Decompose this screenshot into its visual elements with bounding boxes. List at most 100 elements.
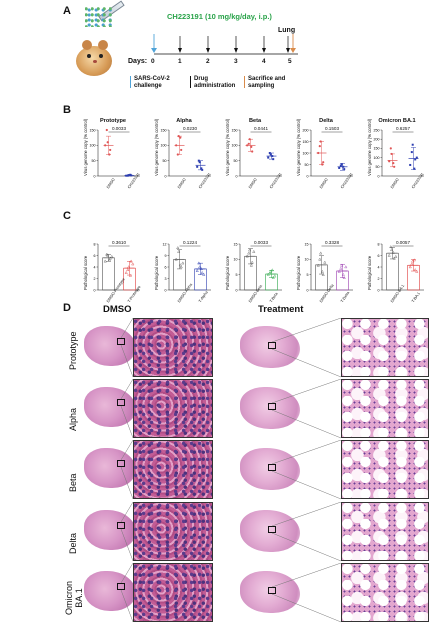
dmso-lung-section [84, 326, 136, 366]
lung-label: Lung [278, 27, 296, 34]
dmso-connector-top [120, 502, 134, 523]
y-tick-label: 6 [94, 254, 96, 258]
data-point [198, 161, 201, 164]
dmso-zoom-box [117, 583, 125, 590]
zoom-connectors [120, 502, 342, 562]
data-point [108, 153, 111, 156]
treatment-connector-top [271, 318, 342, 343]
data-point [103, 259, 107, 263]
treatment-connector-top [271, 379, 342, 404]
data-point [269, 153, 272, 156]
panel-b-plot-svg: 0 50 100 150 [161, 128, 211, 178]
dmso-zoom-box [117, 399, 125, 406]
panel-b-y-axis-label: Virus genome copy (% control) [225, 118, 230, 176]
treatment-connector-top [271, 502, 342, 527]
data-point [322, 161, 325, 164]
y-tick-label: 9 [165, 254, 167, 258]
data-point [340, 263, 344, 267]
data-point [319, 140, 322, 143]
data-point [127, 265, 131, 269]
treatment-lung-section [240, 510, 300, 552]
day-1: 1 [178, 58, 182, 65]
y-tick-label: 15 [305, 242, 309, 246]
data-point [107, 258, 111, 262]
data-point [339, 266, 343, 270]
data-point [196, 165, 199, 168]
panel-d-letter: D [63, 302, 71, 314]
data-point [128, 273, 132, 277]
panel-c-chart-0: 0 2 4 6 8 DMSO-Prototype T-Prototype 0.3610 Path… [82, 232, 144, 312]
dmso-connector-top [120, 379, 134, 400]
data-point [110, 254, 114, 258]
treatment-label: CH223191 (10 mg/kg/day, i.p.) [167, 12, 272, 21]
y-tick-label: 150 [303, 140, 309, 144]
y-tick-label: 5 [236, 273, 238, 277]
data-point [339, 164, 342, 167]
dmso-histology-zoom [133, 379, 213, 438]
panel-b-chart-4: Omicron BA.1 0 50 100 150 200 250 DMSO CH223191 0… [366, 118, 428, 198]
data-point [392, 162, 395, 165]
panel-b-chart-3: Delta 0 50 100 150 200 DMSO CH223191 0.1503 Virus… [295, 118, 357, 198]
panel-c-plot-svg: 0 2 4 6 8 [94, 242, 140, 292]
panel-c-plot-svg: 0 2 4 6 8 [378, 242, 424, 292]
treatment-connector-bottom [271, 593, 342, 623]
treatment-connector-bottom [271, 470, 342, 500]
data-point [199, 267, 203, 271]
data-point [126, 174, 129, 177]
data-point [246, 144, 249, 147]
data-point [109, 148, 112, 152]
data-point [394, 254, 398, 258]
data-point [174, 257, 178, 261]
data-point [415, 156, 418, 159]
treatment-connector-bottom [271, 348, 342, 378]
data-point [178, 263, 182, 267]
panel-c-plot-svg: 0 3 6 9 12 [163, 242, 211, 292]
data-point [266, 272, 270, 276]
data-point [176, 153, 179, 156]
zoom-connectors [120, 563, 342, 623]
data-point [410, 262, 414, 266]
data-point [409, 163, 412, 166]
panel-b-chart-title: Prototype [99, 118, 127, 124]
data-point [415, 269, 419, 273]
dmso-column-title: DMSO [103, 304, 132, 315]
y-tick-label: 150 [232, 128, 238, 132]
y-tick-label: 200 [303, 128, 309, 132]
data-point [340, 163, 343, 166]
data-point [318, 257, 322, 261]
data-point [272, 158, 275, 161]
day-2: 2 [206, 58, 210, 65]
panel-c-y-axis-label: Pathological score [296, 255, 301, 290]
data-point [104, 144, 107, 147]
panel-b-chart-0: Prototype 0 50 100 150 DMSO CH223191 0.0033 Viru… [82, 118, 144, 198]
data-point [125, 174, 128, 177]
treatment-lung-section [240, 448, 300, 490]
y-tick-label: 50 [92, 159, 96, 163]
data-point [341, 272, 345, 276]
y-tick-label: 8 [94, 242, 96, 246]
panel-c-p-value: 0.3328 [324, 240, 340, 245]
panel-b-plot-svg: 0 50 100 150 [232, 128, 282, 178]
data-point [105, 252, 109, 256]
data-point [248, 248, 252, 252]
virus-cloud-icon [85, 7, 115, 27]
data-point [412, 258, 416, 262]
y-tick-label: 0 [94, 174, 96, 178]
data-point [106, 141, 109, 144]
y-tick-label: 10 [305, 258, 309, 262]
data-point [247, 142, 250, 145]
panel-b-p-value: 0.0441 [253, 126, 269, 131]
data-point [271, 276, 275, 279]
data-point [316, 263, 320, 267]
dmso-histology-zoom [133, 440, 213, 499]
data-point [250, 260, 254, 264]
data-point [413, 268, 417, 271]
dmso-connector-top [120, 440, 134, 461]
data-point [177, 135, 180, 138]
treatment-zoom-box [268, 464, 276, 471]
panel-b-letter: B [63, 104, 71, 116]
data-point [179, 136, 182, 139]
data-point [197, 261, 201, 265]
legend-challenge-text: SARS-CoV-2 challenge [134, 76, 170, 89]
data-point [108, 256, 112, 260]
